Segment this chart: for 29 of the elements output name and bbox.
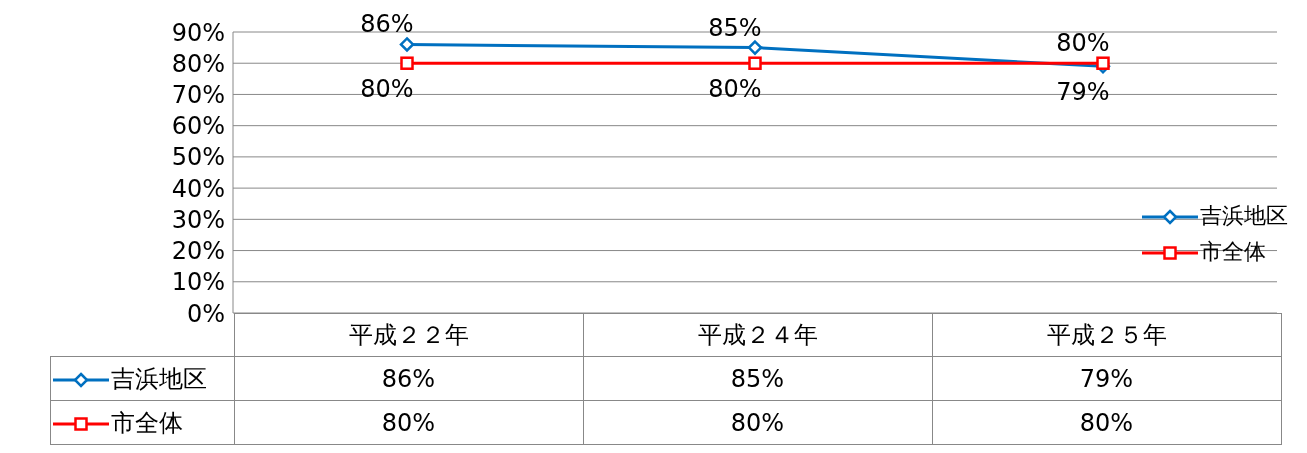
text: 79% — [1056, 78, 1110, 107]
text: 市全体 — [111, 408, 183, 437]
text: 吉浜地区 — [111, 364, 207, 393]
data-label: 80% — [583, 400, 932, 445]
y-tick-label: 80% — [171, 49, 225, 78]
y-tick-label: 40% — [171, 174, 225, 203]
legend-label: 吉浜地区 — [1200, 203, 1288, 228]
y-tick-label: 0% — [186, 299, 225, 328]
data-label: 85% — [583, 356, 932, 401]
y-tick-label: 60% — [171, 112, 225, 141]
text: 86% — [360, 10, 414, 39]
text: 80% — [708, 75, 762, 104]
data-label: 79% — [932, 356, 1281, 401]
y-tick-label: 50% — [171, 143, 225, 172]
data-label: 86% — [234, 356, 583, 401]
y-tick-label: 30% — [171, 205, 225, 234]
legend-label: 市全体 — [1200, 239, 1266, 264]
y-tick-label: 20% — [171, 237, 225, 266]
data-label: 80% — [234, 400, 583, 445]
text: 80% — [1056, 29, 1110, 58]
text: 85% — [708, 13, 762, 42]
y-tick-label: 10% — [171, 268, 225, 297]
y-tick-label: 70% — [171, 80, 225, 109]
x-tick-label: 平成２２年 — [234, 313, 583, 357]
x-tick-label: 平成２４年 — [583, 313, 932, 357]
data-label: 80% — [932, 400, 1281, 445]
x-tick-label: 平成２５年 — [932, 313, 1281, 357]
y-tick-label: 90% — [171, 18, 225, 47]
text: 80% — [360, 75, 414, 104]
